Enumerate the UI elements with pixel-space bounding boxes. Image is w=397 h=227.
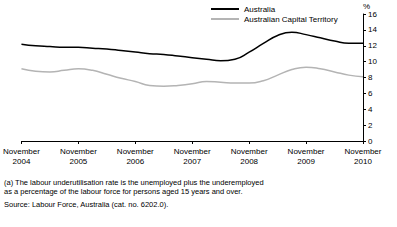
svg-text:2: 2: [368, 121, 373, 130]
svg-text:as a percentage of the labour: as a percentage of the labour force for …: [4, 187, 243, 196]
svg-text:2010: 2010: [354, 157, 372, 166]
svg-text:0: 0: [368, 137, 373, 146]
svg-text:(a) The labour underutilisatio: (a) The labour underutilisation rate is …: [4, 178, 264, 187]
svg-text:2007: 2007: [183, 157, 201, 166]
svg-text:Australia: Australia: [244, 5, 276, 14]
svg-text:2008: 2008: [240, 157, 258, 166]
svg-text:14: 14: [368, 25, 377, 34]
svg-text:Source: Labour Force, Australi: Source: Labour Force, Australia (cat. no…: [4, 200, 168, 209]
svg-text:4: 4: [368, 105, 373, 114]
svg-text:8: 8: [368, 73, 373, 82]
svg-text:November: November: [60, 147, 97, 156]
svg-text:6: 6: [368, 89, 373, 98]
svg-text:Australian Capital Territory: Australian Capital Territory: [244, 15, 338, 24]
svg-text:2004: 2004: [13, 157, 31, 166]
svg-text:10: 10: [368, 57, 377, 66]
svg-text:12: 12: [368, 41, 377, 50]
svg-text:November: November: [174, 147, 211, 156]
svg-text:2009: 2009: [297, 157, 315, 166]
svg-text:November: November: [3, 147, 40, 156]
svg-text:November: November: [231, 147, 268, 156]
svg-text:November: November: [345, 147, 382, 156]
svg-text:2005: 2005: [69, 157, 87, 166]
svg-text:2006: 2006: [126, 157, 144, 166]
svg-text:November: November: [288, 147, 325, 156]
svg-text:November: November: [117, 147, 154, 156]
svg-text:16: 16: [368, 10, 377, 19]
